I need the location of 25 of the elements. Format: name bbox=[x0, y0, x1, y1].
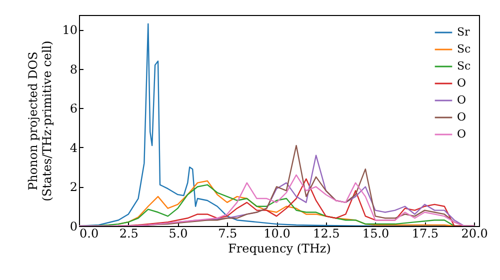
x-tick-label: 5.0 bbox=[168, 226, 188, 240]
x-tick-label: 10.0 bbox=[264, 226, 290, 240]
x-tick-label: 15.0 bbox=[362, 226, 390, 240]
y-tick-label: 2 bbox=[70, 180, 78, 194]
y-tick-label: 0 bbox=[70, 220, 78, 234]
legend-label: O bbox=[457, 94, 466, 106]
x-tick-label: 0.0 bbox=[80, 226, 99, 240]
legend-label: O bbox=[457, 76, 466, 90]
legend-label: O bbox=[457, 110, 466, 124]
x-tick-label: 2.5 bbox=[119, 226, 138, 240]
legend-label: Sc bbox=[457, 60, 471, 72]
y-axis-title: Phonon projected DOS (States/THz·primitive cell) bbox=[26, 40, 54, 202]
x-tick-label: 12.5 bbox=[313, 226, 340, 240]
legend-label: O bbox=[457, 128, 466, 140]
y-tick-label: 8 bbox=[70, 62, 78, 76]
legend-label: Sr bbox=[457, 26, 471, 38]
y-tick-label: 4 bbox=[70, 140, 78, 155]
legend-label: Sc bbox=[457, 42, 471, 56]
y-tick-label: 10 bbox=[62, 23, 78, 38]
x-tick-label: 17.5 bbox=[412, 226, 439, 240]
x-tick-label: 20.0 bbox=[461, 226, 488, 240]
line-series bbox=[79, 174, 475, 226]
x-axis-title: Frequency (THz) bbox=[228, 242, 331, 256]
y-tick-label: 6 bbox=[70, 102, 78, 116]
x-tick-label: 7.5 bbox=[218, 226, 238, 240]
